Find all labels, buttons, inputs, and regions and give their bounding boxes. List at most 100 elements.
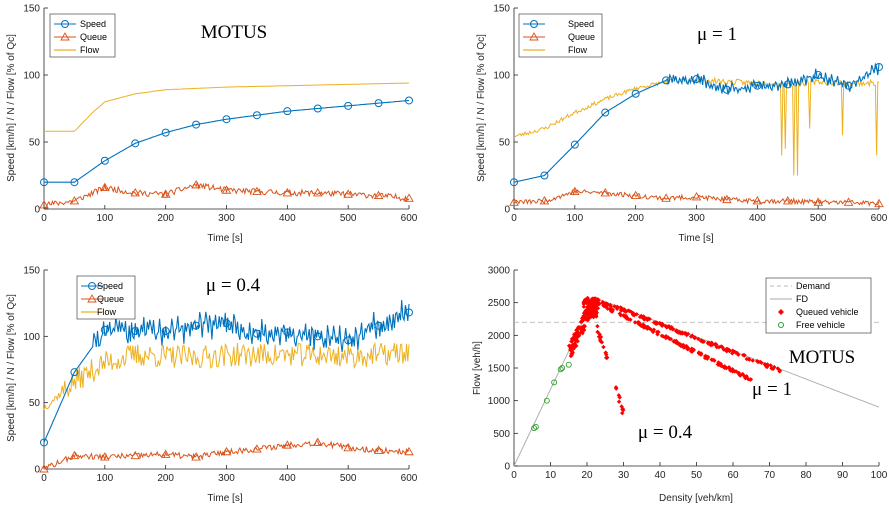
fd-queued-point	[716, 344, 722, 350]
panel-mu04-x-tick-label: 300	[218, 473, 235, 484]
fd-queued-point	[747, 357, 752, 362]
panel-motus-queue-marker	[191, 179, 201, 189]
panel-motus-queue-marker	[404, 193, 414, 202]
fd-queued-point	[598, 334, 603, 340]
panel-mu04-speed-marker	[100, 325, 109, 334]
fd-annotation-mu1: μ = 1	[752, 379, 792, 400]
legend-demand-label: Demand	[796, 281, 830, 291]
legend-speed-label: Speed	[80, 19, 106, 29]
fd-queued-point	[570, 350, 575, 355]
panel-motus-speed-marker	[222, 115, 231, 124]
fd-queued-point	[621, 307, 626, 313]
fd-queued-point	[715, 362, 721, 367]
fd-queued-point	[618, 307, 624, 313]
legend-fd-label: FD	[796, 294, 808, 304]
fd-queued-point	[746, 376, 751, 382]
fd-queued-point	[672, 338, 677, 344]
fd-queued-point	[581, 313, 586, 319]
fd-queued-point	[630, 312, 636, 317]
fd-annotation-motus: MOTUS	[789, 347, 856, 368]
panel-mu04-queue-marker	[69, 450, 80, 460]
panel-mu1-queue-marker	[813, 197, 823, 206]
fd-queued-point	[651, 320, 657, 325]
fd-queued-point	[569, 339, 574, 344]
panel-motus-speed-marker	[283, 107, 292, 116]
fd-queued-point	[591, 296, 596, 302]
fd-queued-point	[582, 324, 587, 329]
panel-fd-x-tick-label: 0	[511, 470, 517, 481]
panel-motus-speed-marker	[344, 101, 353, 110]
panel-mu04-speed-marker	[40, 438, 48, 447]
fd-queued-point	[581, 310, 587, 316]
panel-fd-x-tick-label: 80	[800, 470, 812, 481]
panel-mu1-queue-marker	[752, 196, 763, 205]
fd-queued-point	[674, 328, 680, 333]
panel-fd-legend: Demand FD Queued vehicle Free vehicle	[765, 277, 872, 334]
panel-fd-x-tick-label: 90	[837, 470, 849, 481]
panel-mu1: 0 100 200 300 400 500 600 0 50 100 150 μ = 1 Time …	[476, 4, 888, 245]
fd-queued-point	[729, 368, 735, 373]
fd-queued-point	[655, 332, 660, 337]
panel-motus-queue-marker	[282, 188, 293, 197]
legend-flow-label: Flow	[97, 307, 117, 317]
fd-queued-point	[589, 304, 594, 309]
panel-motus-queue-marker	[221, 185, 232, 194]
panel-mu04-x-tick-label: 600	[401, 473, 418, 484]
fd-queued-point	[736, 352, 741, 357]
panel-motus-queue-marker	[343, 189, 353, 198]
legend-queue-label: Queue	[568, 32, 595, 42]
fd-queued-point	[648, 327, 654, 332]
fd-queued-point	[756, 359, 761, 365]
panel-mu1-queue-marker	[691, 192, 702, 201]
fd-queued-point	[592, 306, 597, 312]
fd-queued-point	[680, 330, 685, 335]
panel-mu04-queue-marker	[282, 440, 293, 449]
fd-queued-point	[685, 331, 691, 337]
legend-speed-marker	[88, 282, 96, 290]
panel-motus-queue-marker	[252, 186, 262, 196]
fd-queued-point	[597, 301, 602, 306]
panel-motus-queue-marker	[160, 189, 171, 198]
fd-queued-point	[581, 304, 587, 309]
fd-free-point	[551, 379, 558, 386]
panel-mu04-queue-marker	[373, 445, 384, 454]
panel-mu1-y-tick-label: 0	[504, 205, 510, 216]
panel-motus-legend: Speed Queue Flow	[49, 13, 116, 58]
panel-mu1-marks: 0 100 200 300 400 500 600 0 50 100 150	[493, 4, 887, 225]
panel-mu04-speed-marker	[405, 308, 413, 317]
panel-mu04-queue-marker	[100, 452, 110, 461]
panel-mu1-speed-marker	[753, 81, 762, 90]
panel-mu1-speed-marker	[692, 75, 701, 84]
panel-mu1-queue-line	[513, 188, 880, 207]
fd-queued-point	[719, 363, 725, 369]
fd-queued-point	[628, 317, 633, 322]
fd-queued-point	[586, 305, 592, 310]
fd-queued-point	[619, 404, 624, 409]
fd-queued-point	[604, 352, 609, 357]
panel-mu1-speed-marker	[662, 76, 671, 85]
fd-queued-point	[575, 338, 580, 344]
fd-queued-point	[581, 299, 586, 305]
legend-speed-label: Speed	[97, 281, 123, 291]
legend-flow-label: Flow	[568, 45, 588, 55]
panel-mu1-x-tick-label: 500	[810, 213, 827, 224]
fd-queued-point	[571, 335, 577, 341]
panel-motus-speed-marker	[313, 104, 322, 113]
panel-motus-speed-marker	[161, 128, 170, 137]
fd-queued-point	[740, 371, 745, 377]
fd-queued-point	[688, 334, 694, 339]
panel-mu04-x-tick-label: 200	[157, 473, 174, 484]
panel-mu04-queue-marker	[404, 446, 414, 456]
panel-mu1-ylabel: Speed [km/h] / N / Flow [% of Qc]	[476, 34, 487, 182]
fd-queued-point	[684, 332, 689, 338]
fd-queued-point	[709, 357, 714, 362]
panel-motus-y-tick-label: 150	[23, 4, 40, 15]
panel-mu04-queue-marker	[191, 452, 201, 461]
panel-mu04-speed-marker	[374, 321, 383, 330]
fd-queued-point	[696, 336, 701, 342]
fd-queued-point	[675, 341, 680, 346]
fd-queued-point	[655, 320, 660, 326]
panel-fd-y-tick-label: 1500	[488, 364, 511, 375]
panel-mu04-xlabel: Time [s]	[207, 493, 242, 504]
panel-fundamental-diagram: 0 10 20 30 40 50 60 70 80 90 100050010001500200025…	[472, 266, 888, 505]
